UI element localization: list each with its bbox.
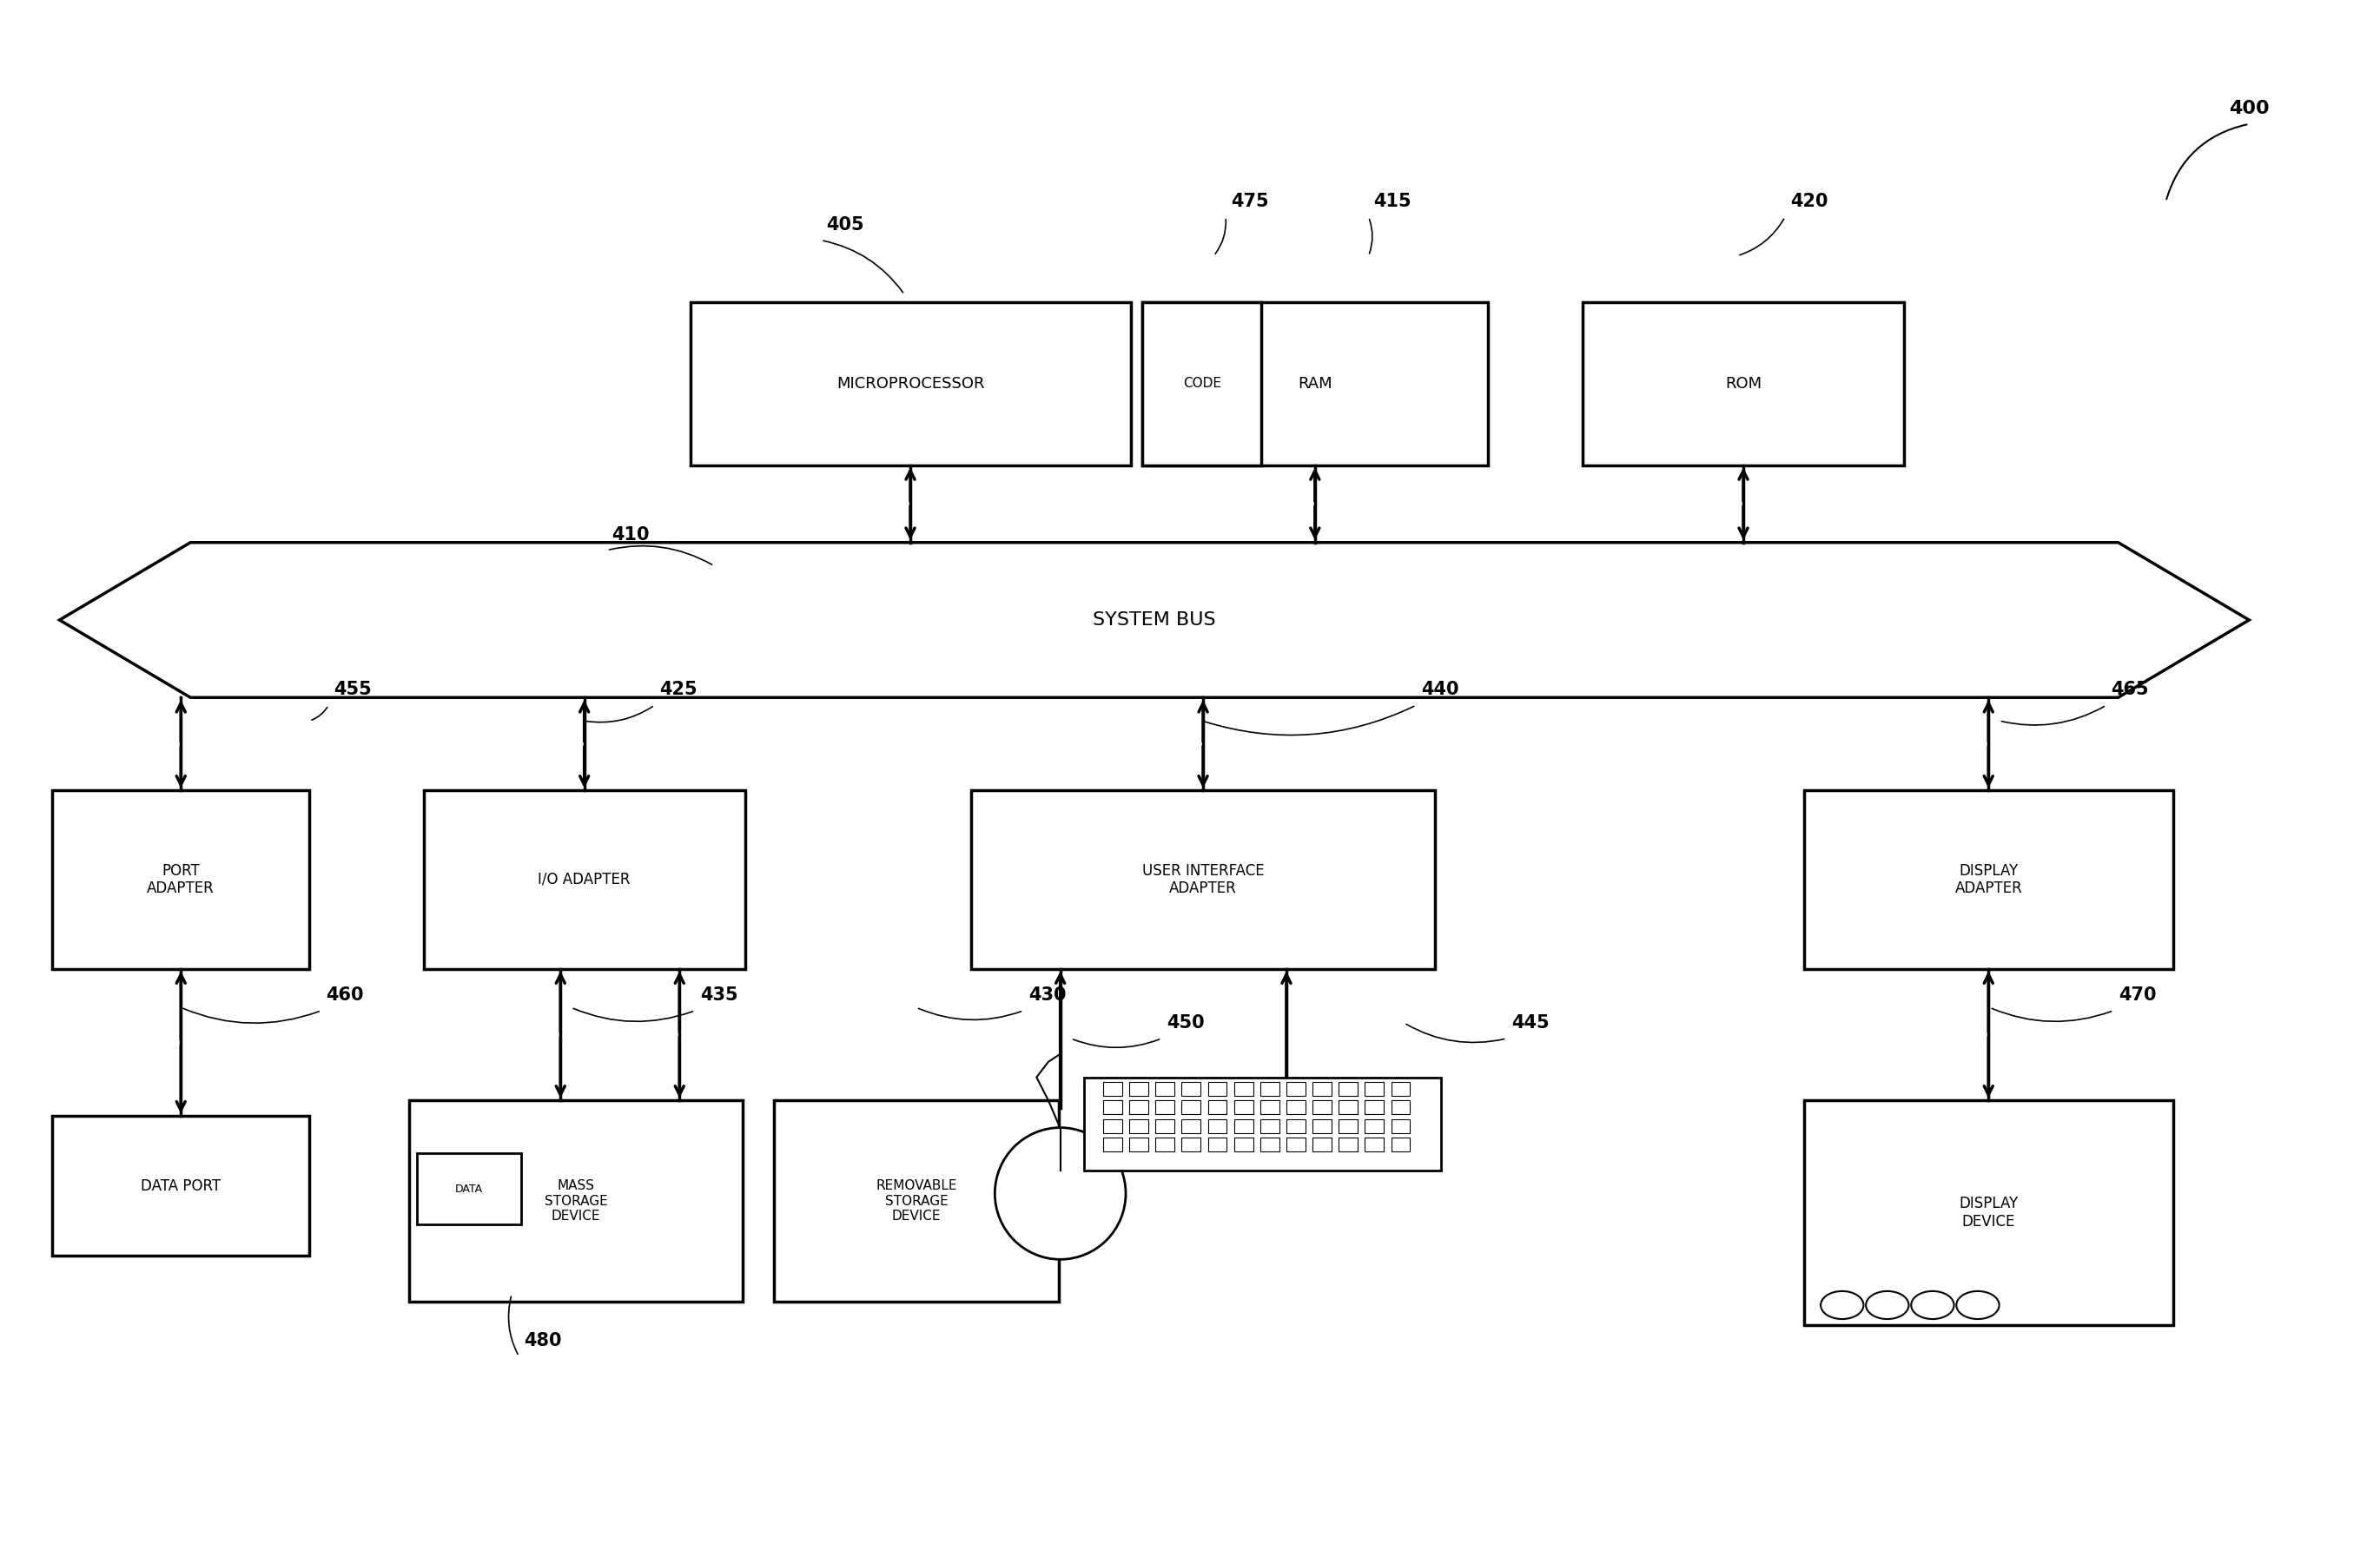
Bar [1338,1138,1357,1152]
Bar [1285,1138,1304,1152]
Text: 415: 415 [1373,192,1411,211]
Bar [1102,1138,1123,1152]
Text: RAM: RAM [1297,375,1333,392]
Text: 465: 465 [2111,680,2149,699]
Bar [1261,1119,1280,1133]
Bar [1390,1119,1409,1133]
Bar [1233,1100,1252,1114]
Bar [424,790,745,969]
Text: PORT
ADAPTER: PORT ADAPTER [148,863,214,896]
Text: DISPLAY
ADAPTER: DISPLAY ADAPTER [1954,863,2023,896]
Text: DISPLAY
DEVICE: DISPLAY DEVICE [1959,1197,2018,1229]
Bar [971,790,1435,969]
Text: 405: 405 [826,215,864,234]
Bar [409,1100,743,1302]
Bar [1128,1119,1147,1133]
Bar [1102,1119,1123,1133]
Text: REMOVABLE
STORAGE
DEVICE: REMOVABLE STORAGE DEVICE [876,1180,957,1223]
Text: 475: 475 [1230,192,1269,211]
Bar [1233,1138,1252,1152]
Text: 455: 455 [333,680,371,699]
Bar [1128,1138,1147,1152]
Polygon shape [60,542,2249,698]
Bar [1142,302,1261,465]
Text: 470: 470 [2118,986,2156,1004]
Bar [1285,1119,1304,1133]
Text: SYSTEM BUS: SYSTEM BUS [1092,611,1216,629]
Text: I/O ADAPTER: I/O ADAPTER [538,871,631,888]
Bar [1261,1100,1280,1114]
Bar [1285,1082,1304,1096]
Text: MASS
STORAGE
DEVICE: MASS STORAGE DEVICE [545,1180,607,1223]
Bar [1157,1138,1176,1152]
Text: USER INTERFACE
ADAPTER: USER INTERFACE ADAPTER [1142,863,1264,896]
Bar [52,1116,309,1256]
Bar [1338,1082,1357,1096]
Bar [1128,1100,1147,1114]
Bar [1364,1100,1383,1114]
Text: 430: 430 [1028,986,1066,1004]
Text: 400: 400 [2228,99,2271,118]
Bar [690,302,1130,465]
Bar [1102,1100,1123,1114]
Text: DATA PORT: DATA PORT [140,1178,221,1193]
Text: 440: 440 [1421,680,1459,699]
Bar [52,790,309,969]
Bar [1157,1100,1176,1114]
Bar [1142,302,1488,465]
Bar [1364,1138,1383,1152]
Bar [1338,1100,1357,1114]
Bar [1285,1100,1304,1114]
Bar [1128,1082,1147,1096]
Bar [1311,1082,1333,1096]
Bar [1804,790,2173,969]
Bar [1233,1119,1252,1133]
Text: ROM: ROM [1726,375,1761,392]
Text: 410: 410 [612,525,650,544]
Bar [1364,1082,1383,1096]
Text: 445: 445 [1511,1014,1549,1032]
Ellipse shape [995,1127,1126,1259]
Text: 460: 460 [326,986,364,1004]
Bar [1180,1138,1200,1152]
Bar [1207,1119,1228,1133]
Bar [1311,1138,1333,1152]
Text: MICROPROCESSOR: MICROPROCESSOR [835,375,985,392]
Bar [416,1153,521,1224]
Text: 420: 420 [1790,192,1828,211]
Bar [1207,1082,1228,1096]
Bar [1180,1082,1200,1096]
Bar [1157,1082,1176,1096]
Bar [1311,1119,1333,1133]
Bar [1804,1100,2173,1325]
Bar [1583,302,1904,465]
Text: CODE: CODE [1183,377,1221,391]
Bar [1233,1082,1252,1096]
Bar [1364,1119,1383,1133]
Bar [1157,1119,1176,1133]
Bar [1390,1100,1409,1114]
Text: 435: 435 [700,986,738,1004]
Bar [1207,1138,1228,1152]
Bar [1261,1082,1280,1096]
Bar [774,1100,1059,1302]
Bar [1390,1082,1409,1096]
Bar [1083,1077,1440,1170]
Bar [1261,1138,1280,1152]
Text: 450: 450 [1166,1014,1204,1032]
Bar [1180,1119,1200,1133]
Text: 425: 425 [659,680,697,699]
Bar [1207,1100,1228,1114]
Bar [1338,1119,1357,1133]
Text: 480: 480 [524,1331,562,1350]
Bar [1102,1082,1123,1096]
Bar [1390,1138,1409,1152]
Text: DATA: DATA [455,1183,483,1195]
Bar [1180,1100,1200,1114]
Bar [1311,1100,1333,1114]
